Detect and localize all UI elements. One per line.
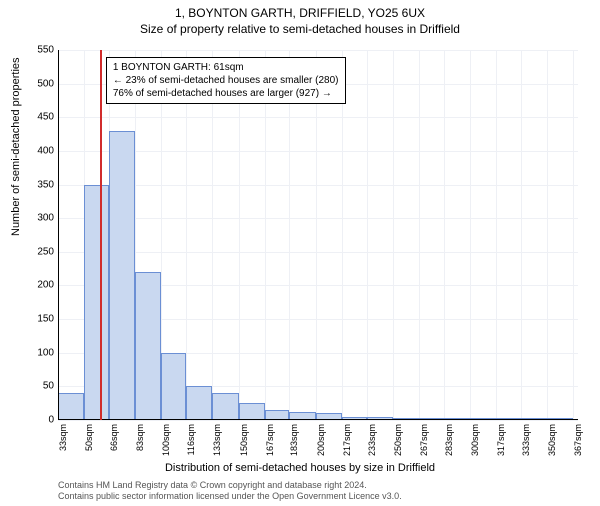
x-tick-label: 333sqm [521,424,531,456]
x-axis-line [58,419,578,420]
y-tick-label: 250 [24,246,54,257]
histogram-bar [161,353,186,420]
y-tick-label: 500 [24,78,54,89]
histogram-bar [135,272,161,420]
gridline-v [573,50,574,420]
y-tick-label: 450 [24,112,54,123]
x-tick-label: 133sqm [212,424,222,456]
y-axis-line [58,50,59,420]
y-tick-label: 50 [24,381,54,392]
x-tick-label: 300sqm [470,424,480,456]
x-tick-label: 33sqm [58,424,68,451]
x-tick-label: 350sqm [547,424,557,456]
x-tick-label: 367sqm [573,424,583,456]
gridline-v [393,50,394,420]
x-tick-label: 116sqm [186,424,196,455]
chart-footer: Contains HM Land Registry data © Crown c… [58,480,580,502]
y-tick-label: 0 [24,415,54,426]
gridline-v [470,50,471,420]
chart-title-sub: Size of property relative to semi-detach… [0,22,600,36]
y-tick-label: 300 [24,213,54,224]
x-tick-label: 233sqm [367,424,377,456]
x-tick-label: 250sqm [393,424,403,456]
gridline-v [265,50,266,420]
gridline-v [496,50,497,420]
x-tick-label: 167sqm [265,424,275,456]
annotation-line: ← 23% of semi-detached houses are smalle… [113,74,339,87]
footer-line-2: Contains public sector information licen… [58,491,580,502]
gridline-v [342,50,343,420]
x-tick-label: 66sqm [109,424,119,451]
gridline-h [58,420,578,421]
gridline-v [367,50,368,420]
y-axis-label: Number of semi-detached properties [10,57,22,236]
gridline-v [521,50,522,420]
footer-line-1: Contains HM Land Registry data © Crown c… [58,480,580,491]
x-tick-label: 317sqm [496,424,506,456]
gridline-v [547,50,548,420]
annotation-line: 1 BOYNTON GARTH: 61sqm [113,61,339,74]
gridline-v [212,50,213,420]
x-axis-label: Distribution of semi-detached houses by … [0,462,600,474]
annotation-line: 76% of semi-detached houses are larger (… [113,87,339,100]
histogram-bar [212,393,238,420]
gridline-v [239,50,240,420]
y-tick-label: 350 [24,179,54,190]
y-tick-label: 400 [24,145,54,156]
y-tick-label: 150 [24,314,54,325]
y-tick-label: 200 [24,280,54,291]
x-tick-label: 267sqm [419,424,429,456]
gridline-v [289,50,290,420]
histogram-bar [239,403,265,420]
histogram-bar [109,131,135,420]
gridline-v [316,50,317,420]
y-tick-label: 100 [24,347,54,358]
x-tick-label: 50sqm [84,424,94,451]
property-marker-line [100,50,102,420]
x-tick-label: 83sqm [135,424,145,451]
x-tick-label: 100sqm [161,424,171,456]
chart-plot-area: 05010015020025030035040045050055033sqm50… [58,50,578,420]
chart-title-main: 1, BOYNTON GARTH, DRIFFIELD, YO25 6UX [0,6,600,20]
gridline-v [444,50,445,420]
gridline-v [186,50,187,420]
y-tick-label: 550 [24,45,54,56]
x-tick-label: 150sqm [239,424,249,456]
x-tick-label: 183sqm [289,424,299,456]
gridline-v [419,50,420,420]
x-tick-label: 283sqm [444,424,454,456]
x-tick-label: 217sqm [342,424,352,456]
histogram-bar [84,185,109,420]
histogram-bar [186,386,212,420]
histogram-bar [58,393,84,420]
x-tick-label: 200sqm [316,424,326,456]
annotation-box: 1 BOYNTON GARTH: 61sqm← 23% of semi-deta… [106,57,346,104]
